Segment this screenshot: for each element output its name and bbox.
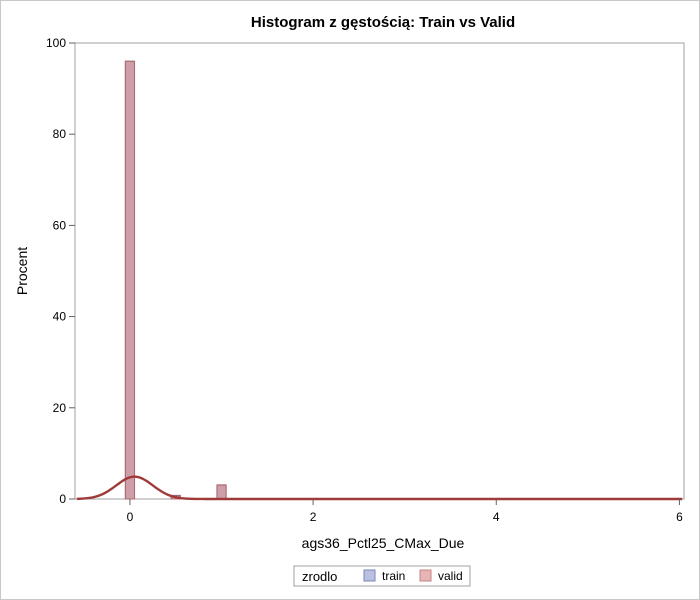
density-curve (76, 475, 683, 501)
legend-title: zrodlo (302, 569, 337, 584)
y-tick-label: 60 (53, 218, 67, 232)
bar-valid-0 (124, 60, 136, 500)
y-tick-label: 0 (59, 492, 66, 506)
plot-area-border (74, 42, 685, 500)
x-tick-label: 4 (493, 510, 500, 524)
legend: zrodlo train valid (293, 565, 471, 587)
y-tick-label: 40 (53, 310, 67, 324)
y-tick-label: 80 (53, 127, 67, 141)
y-tick-label: 20 (53, 401, 67, 415)
x-axis-label: ags36_Pctl25_CMax_Due (302, 535, 465, 551)
chart-title: Histogram z gęstością: Train vs Valid (251, 14, 515, 31)
x-axis-ticks: 0 2 4 6 (127, 499, 683, 524)
y-tick-label: 100 (46, 36, 66, 50)
x-tick-label: 2 (310, 510, 317, 524)
legend-swatch-valid (419, 569, 432, 582)
legend-swatch-train (363, 569, 376, 582)
x-tick-label: 0 (127, 510, 134, 524)
legend-label-train: train (382, 569, 405, 583)
legend-label-valid: valid (438, 569, 463, 583)
bar-valid-2 (216, 484, 227, 500)
y-axis-ticks: 0 20 40 60 80 100 (46, 36, 75, 506)
x-tick-label: 6 (676, 510, 683, 524)
histogram-bars (124, 60, 227, 500)
y-axis-label: Procent (14, 247, 30, 295)
